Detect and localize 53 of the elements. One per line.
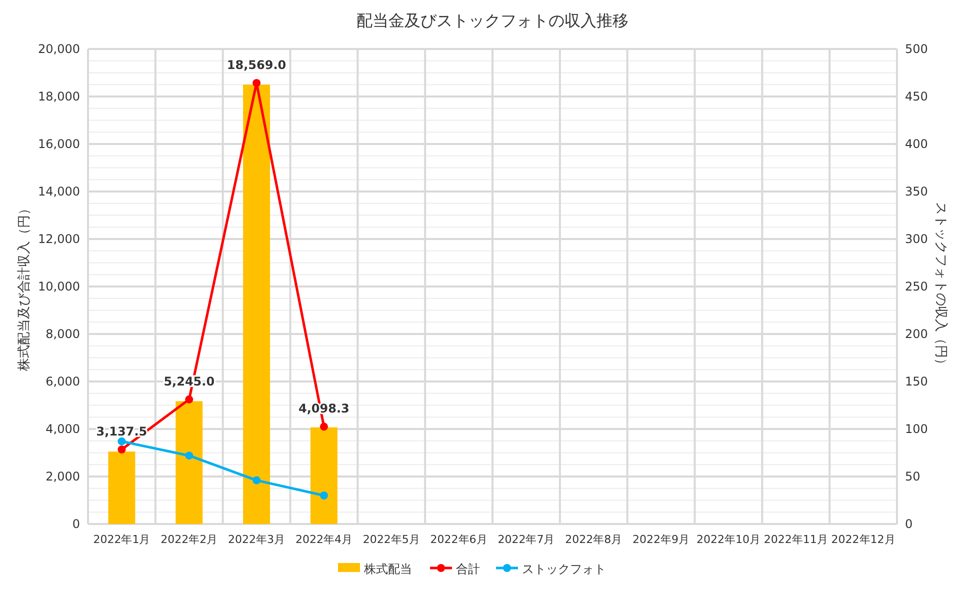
x-tick-label: 2022年12月: [831, 533, 896, 546]
legend-label: 合計: [456, 562, 480, 576]
x-tick-label: 2022年2月: [160, 533, 218, 546]
y2-axis-title: ストックフォトの収入（円）: [933, 202, 948, 371]
point: [252, 78, 261, 87]
y-tick-label: 12,000: [38, 232, 80, 246]
x-tick-label: 2022年3月: [228, 533, 286, 546]
x-tick-label: 2022年7月: [498, 533, 555, 546]
y-axis-title: 株式配当及び合計収入（円）: [17, 202, 32, 372]
y2-tick-label: 50: [905, 470, 920, 484]
bar: [243, 84, 270, 524]
bar: [176, 401, 203, 524]
y-tick-label: 16,000: [38, 137, 80, 151]
chart-title: 配当金及びストックフォトの収入推移: [356, 11, 628, 30]
y2-tick-label: 300: [905, 232, 928, 246]
y-tick-label: 8,000: [46, 327, 80, 341]
legend-label: ストックフォト: [522, 562, 606, 576]
x-tick-label: 2022年10月: [696, 533, 760, 546]
x-tick-label: 2022年5月: [362, 533, 420, 546]
y2-tick-label: 250: [905, 280, 928, 294]
y2-tick-label: 500: [905, 42, 928, 56]
y-tick-label: 18,000: [38, 90, 80, 104]
y-tick-label: 6,000: [46, 374, 80, 388]
point: [118, 445, 126, 454]
point: [185, 452, 194, 460]
y-tick-label: 20,000: [38, 42, 80, 56]
x-tick-label: 2022年11月: [764, 533, 828, 546]
y2-tick-label: 150: [905, 374, 928, 388]
y2-tick-label: 400: [905, 137, 928, 151]
bar: [310, 427, 338, 524]
x-tick-label: 2022年8月: [565, 533, 622, 546]
bar: [108, 452, 136, 524]
y-tick-label: 0: [72, 517, 80, 531]
x-tick-label: 2022年6月: [430, 533, 488, 546]
y2-tick-label: 200: [905, 327, 928, 341]
point: [252, 476, 261, 484]
x-tick-label: 2022年9月: [632, 533, 690, 546]
point: [320, 422, 328, 431]
point: [118, 437, 126, 446]
data-label: 18,569.0: [226, 58, 286, 72]
y-tick-label: 10,000: [38, 280, 80, 294]
y2-tick-label: 450: [905, 90, 928, 104]
y2-tick-label: 350: [905, 184, 928, 198]
x-tick-label: 2022年1月: [93, 533, 150, 546]
y-tick-label: 14,000: [38, 184, 80, 198]
x-tick-label: 2022年4月: [295, 533, 352, 546]
y-tick-label: 2,000: [46, 470, 80, 484]
y-tick-label: 4,000: [46, 422, 80, 436]
point: [185, 395, 194, 404]
y2-tick-label: 100: [905, 422, 928, 436]
y2-tick-label: 0: [905, 517, 913, 531]
legend-label: 株式配当: [363, 562, 412, 576]
point: [320, 492, 328, 500]
